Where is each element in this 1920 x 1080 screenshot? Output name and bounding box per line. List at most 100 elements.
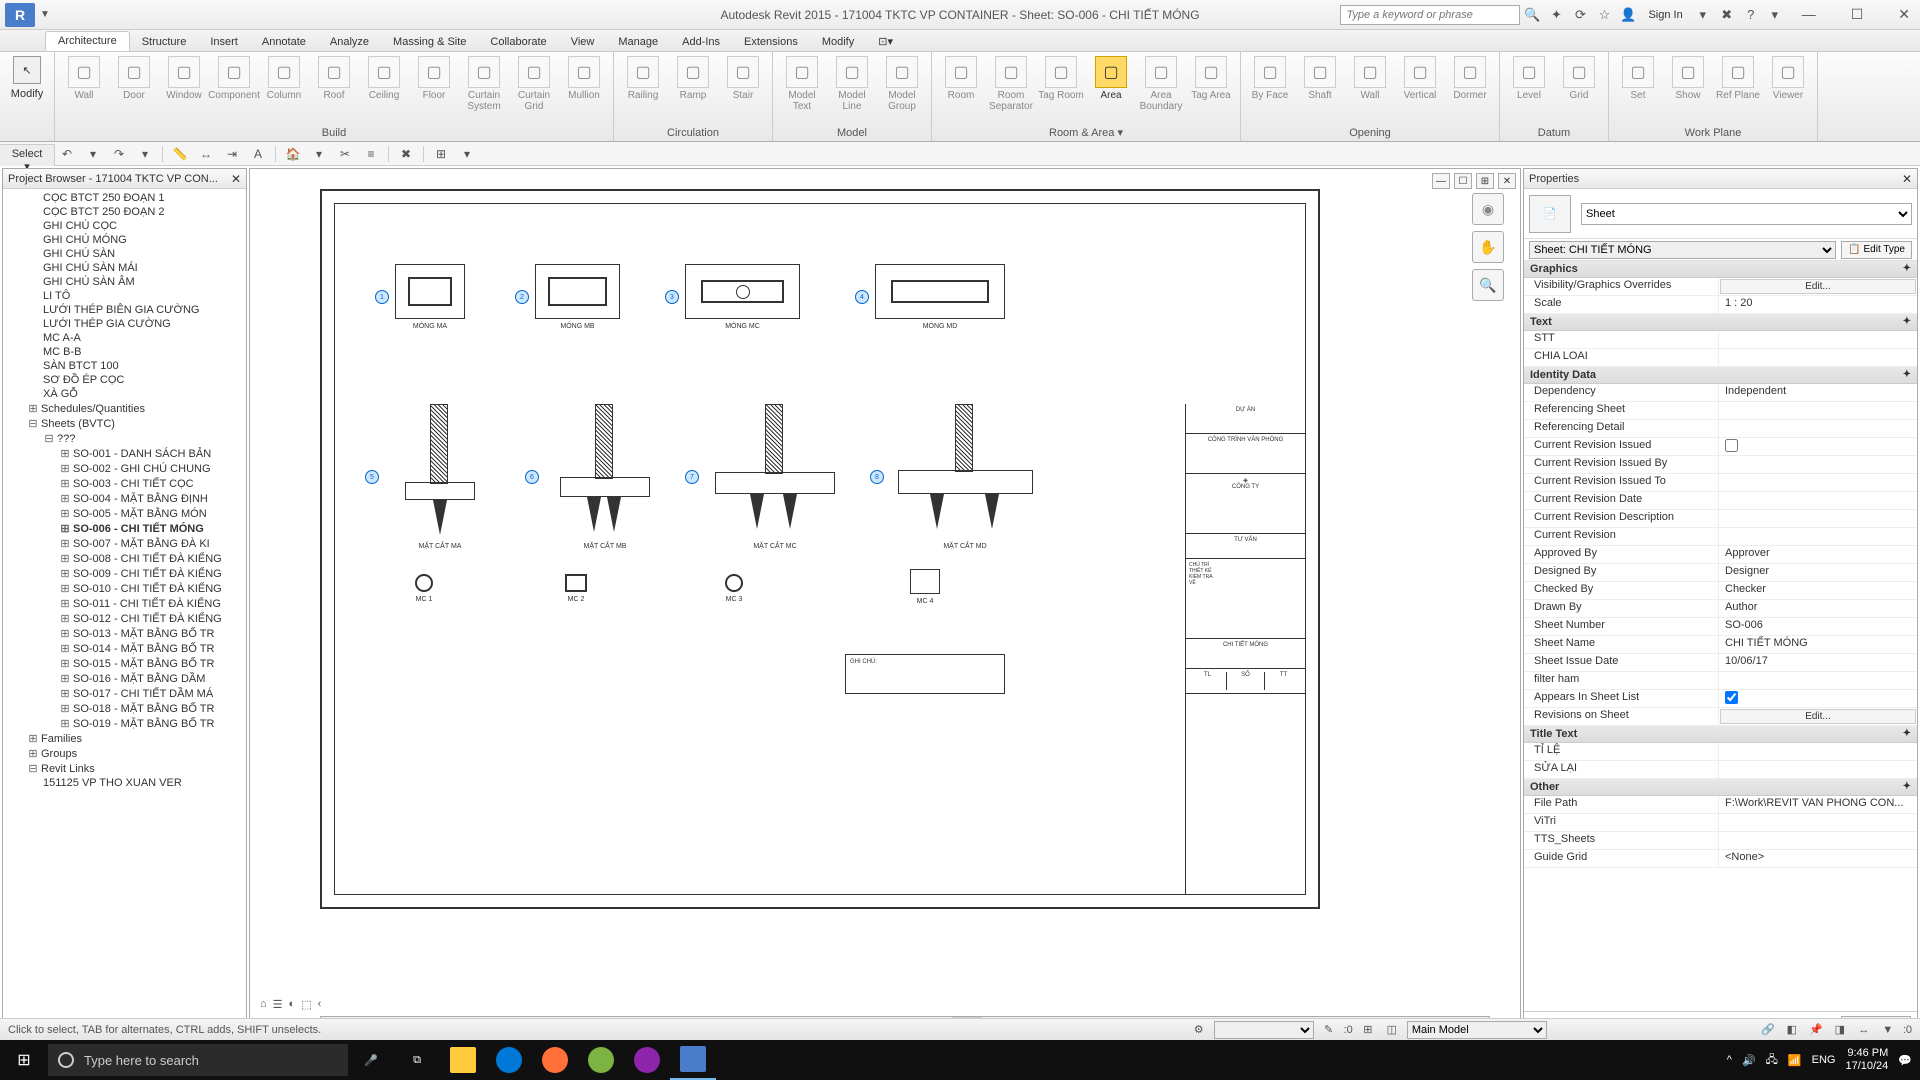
- ribbon-tool[interactable]: ▢Room Separator: [988, 56, 1034, 112]
- 3d-icon[interactable]: 🏠: [284, 145, 302, 163]
- favorite-icon[interactable]: ☆: [1593, 5, 1615, 25]
- property-value[interactable]: [1719, 331, 1917, 348]
- property-category[interactable]: Other✦: [1524, 779, 1917, 796]
- ribbon-tool[interactable]: ▢Curtain Grid: [511, 56, 557, 112]
- ribbon-tool[interactable]: ▢Show: [1665, 56, 1711, 101]
- minimize-button[interactable]: —: [1797, 6, 1821, 23]
- drag-icon[interactable]: ↔: [1855, 1022, 1873, 1038]
- property-row[interactable]: Current Revision: [1524, 528, 1917, 546]
- property-value[interactable]: [1719, 832, 1917, 849]
- ribbon-tool[interactable]: ▢Component: [211, 56, 257, 101]
- tree-node[interactable]: ⊞SO-017 - CHI TIẾT DẦM MÁ: [3, 686, 246, 701]
- property-value[interactable]: CHI TIẾT MÓNG: [1719, 636, 1917, 653]
- project-browser-close[interactable]: ✕: [231, 172, 241, 186]
- property-value[interactable]: Approver: [1719, 546, 1917, 563]
- property-value[interactable]: 10/06/17: [1719, 654, 1917, 671]
- ribbon-tool[interactable]: ▢Railing: [620, 56, 666, 101]
- tree-node[interactable]: CỌC BTCT 250 ĐOẠN 2: [3, 205, 246, 219]
- select-underlay-icon[interactable]: ◧: [1783, 1022, 1801, 1038]
- property-row[interactable]: DependencyIndependent: [1524, 384, 1917, 402]
- property-row[interactable]: Referencing Sheet: [1524, 402, 1917, 420]
- help-search-input[interactable]: [1340, 5, 1520, 25]
- dimension-icon[interactable]: ↔: [197, 145, 215, 163]
- tree-node[interactable]: ⊞SO-019 - MẶT BẰNG BỐ TR: [3, 716, 246, 731]
- view-min-icon[interactable]: —: [1432, 173, 1450, 189]
- property-row[interactable]: Current Revision Description: [1524, 510, 1917, 528]
- ribbon-tool[interactable]: ▢By Face: [1247, 56, 1293, 101]
- property-row[interactable]: Current Revision Issued By: [1524, 456, 1917, 474]
- tree-node[interactable]: SÀN BTCT 100: [3, 359, 246, 373]
- ribbon-tab[interactable]: Manage: [606, 33, 670, 51]
- ribbon-tool[interactable]: ▢Tag Area: [1188, 56, 1234, 101]
- ribbon-tool[interactable]: ▢Mullion: [561, 56, 607, 101]
- exchange-icon[interactable]: ⟳: [1569, 5, 1591, 25]
- workset-select[interactable]: [1214, 1021, 1314, 1039]
- communicate-icon[interactable]: ✦: [1545, 5, 1567, 25]
- tree-node[interactable]: GHI CHÚ MÓNG: [3, 233, 246, 247]
- properties-grid[interactable]: Graphics✦Visibility/Graphics OverridesEd…: [1524, 261, 1917, 1011]
- tree-node[interactable]: ⊞SO-009 - CHI TIẾT ĐÀ KIỂNG: [3, 566, 246, 581]
- tray-clock[interactable]: 9:46 PM 17/10/24: [1845, 1047, 1888, 1073]
- property-value[interactable]: Author: [1719, 600, 1917, 617]
- tree-node[interactable]: ⊞SO-006 - CHI TIẾT MÓNG: [3, 521, 246, 536]
- tree-node[interactable]: ⊞SO-002 - GHI CHÚ CHUNG: [3, 461, 246, 476]
- property-value[interactable]: [1719, 743, 1917, 760]
- tree-node[interactable]: ⊞SO-014 - MẶT BẰNG BỐ TR: [3, 641, 246, 656]
- switch-windows-icon[interactable]: ⊞: [432, 145, 450, 163]
- tree-node[interactable]: ⊞Schedules/Quantities: [3, 401, 246, 416]
- ribbon-tab[interactable]: Structure: [130, 33, 199, 51]
- property-row[interactable]: Visibility/Graphics OverridesEdit...: [1524, 278, 1917, 296]
- app-icon[interactable]: R: [5, 3, 35, 27]
- tray-lang[interactable]: ENG: [1812, 1054, 1836, 1066]
- help-icon[interactable]: ?: [1740, 5, 1762, 25]
- tree-node[interactable]: 151125 VP THO XUAN VER: [3, 776, 246, 790]
- undo-icon[interactable]: ↶: [58, 145, 76, 163]
- tree-node[interactable]: ⊞SO-005 - MẶT BẰNG MÓN: [3, 506, 246, 521]
- search-icon[interactable]: 🔍: [1521, 5, 1543, 25]
- taskbar-search[interactable]: Type here to search: [48, 1044, 348, 1076]
- worksets-icon[interactable]: ⚙: [1190, 1022, 1208, 1038]
- ribbon-tool[interactable]: ▢Column: [261, 56, 307, 101]
- help-dropdown[interactable]: ▾: [1764, 5, 1786, 25]
- tray-up-icon[interactable]: ^: [1727, 1054, 1732, 1066]
- taskbar-revit[interactable]: [670, 1040, 716, 1080]
- visual-style-icon[interactable]: ◐: [289, 998, 296, 1011]
- property-row[interactable]: CHIA LOAI: [1524, 349, 1917, 367]
- design-options-icon[interactable]: ⊞: [1359, 1022, 1377, 1038]
- ribbon-tool[interactable]: ▢Door: [111, 56, 157, 101]
- nav-left-icon[interactable]: ‹: [318, 998, 322, 1011]
- property-row[interactable]: filter ham: [1524, 672, 1917, 690]
- section-icon[interactable]: ✂: [336, 145, 354, 163]
- property-value[interactable]: [1719, 349, 1917, 366]
- property-row[interactable]: Drawn ByAuthor: [1524, 600, 1917, 618]
- properties-close[interactable]: ✕: [1902, 172, 1912, 186]
- property-value[interactable]: [1719, 492, 1917, 509]
- ribbon-tab[interactable]: Modify: [810, 33, 866, 51]
- ribbon-tab[interactable]: Insert: [198, 33, 250, 51]
- property-checkbox[interactable]: [1725, 691, 1738, 704]
- tree-node[interactable]: ⊟Revit Links: [3, 761, 246, 776]
- property-value[interactable]: F:\Work\REVIT VAN PHONG CON...: [1719, 796, 1917, 813]
- filter-icon[interactable]: ▼: [1879, 1022, 1897, 1038]
- zoom-icon[interactable]: 🔍: [1472, 269, 1504, 301]
- ribbon-tool[interactable]: ▢Model Text: [779, 56, 825, 112]
- property-row[interactable]: Sheet NameCHI TIẾT MÓNG: [1524, 636, 1917, 654]
- property-value[interactable]: [1719, 474, 1917, 491]
- property-row[interactable]: STT: [1524, 331, 1917, 349]
- tree-node[interactable]: ⊟???: [3, 431, 246, 446]
- property-row[interactable]: Sheet Issue Date10/06/17: [1524, 654, 1917, 672]
- ribbon-tool[interactable]: ▢Grid: [1556, 56, 1602, 101]
- tree-node[interactable]: ⊞SO-015 - MẶT BẰNG BỐ TR: [3, 656, 246, 671]
- property-value[interactable]: 1 : 20: [1719, 296, 1917, 313]
- property-value[interactable]: [1719, 690, 1917, 707]
- tree-node[interactable]: SƠ ĐỒ ÉP CỌC: [3, 373, 246, 387]
- ribbon-tool[interactable]: ▢Ref Plane: [1715, 56, 1761, 101]
- ribbon-tool[interactable]: ▢Area Boundary: [1138, 56, 1184, 112]
- tree-node[interactable]: ⊞SO-012 - CHI TIẾT ĐÀ KIỂNG: [3, 611, 246, 626]
- tray-network-icon[interactable]: 🖧: [1766, 1051, 1778, 1070]
- edit-type-button[interactable]: 📋 Edit Type: [1841, 241, 1912, 259]
- tree-node[interactable]: CỌC BTCT 250 ĐOẠN 1: [3, 191, 246, 205]
- ribbon-tool[interactable]: ▢Level: [1506, 56, 1552, 101]
- ribbon-tool[interactable]: ▢Wall: [1347, 56, 1393, 101]
- ribbon-tool[interactable]: ▢Stair: [720, 56, 766, 101]
